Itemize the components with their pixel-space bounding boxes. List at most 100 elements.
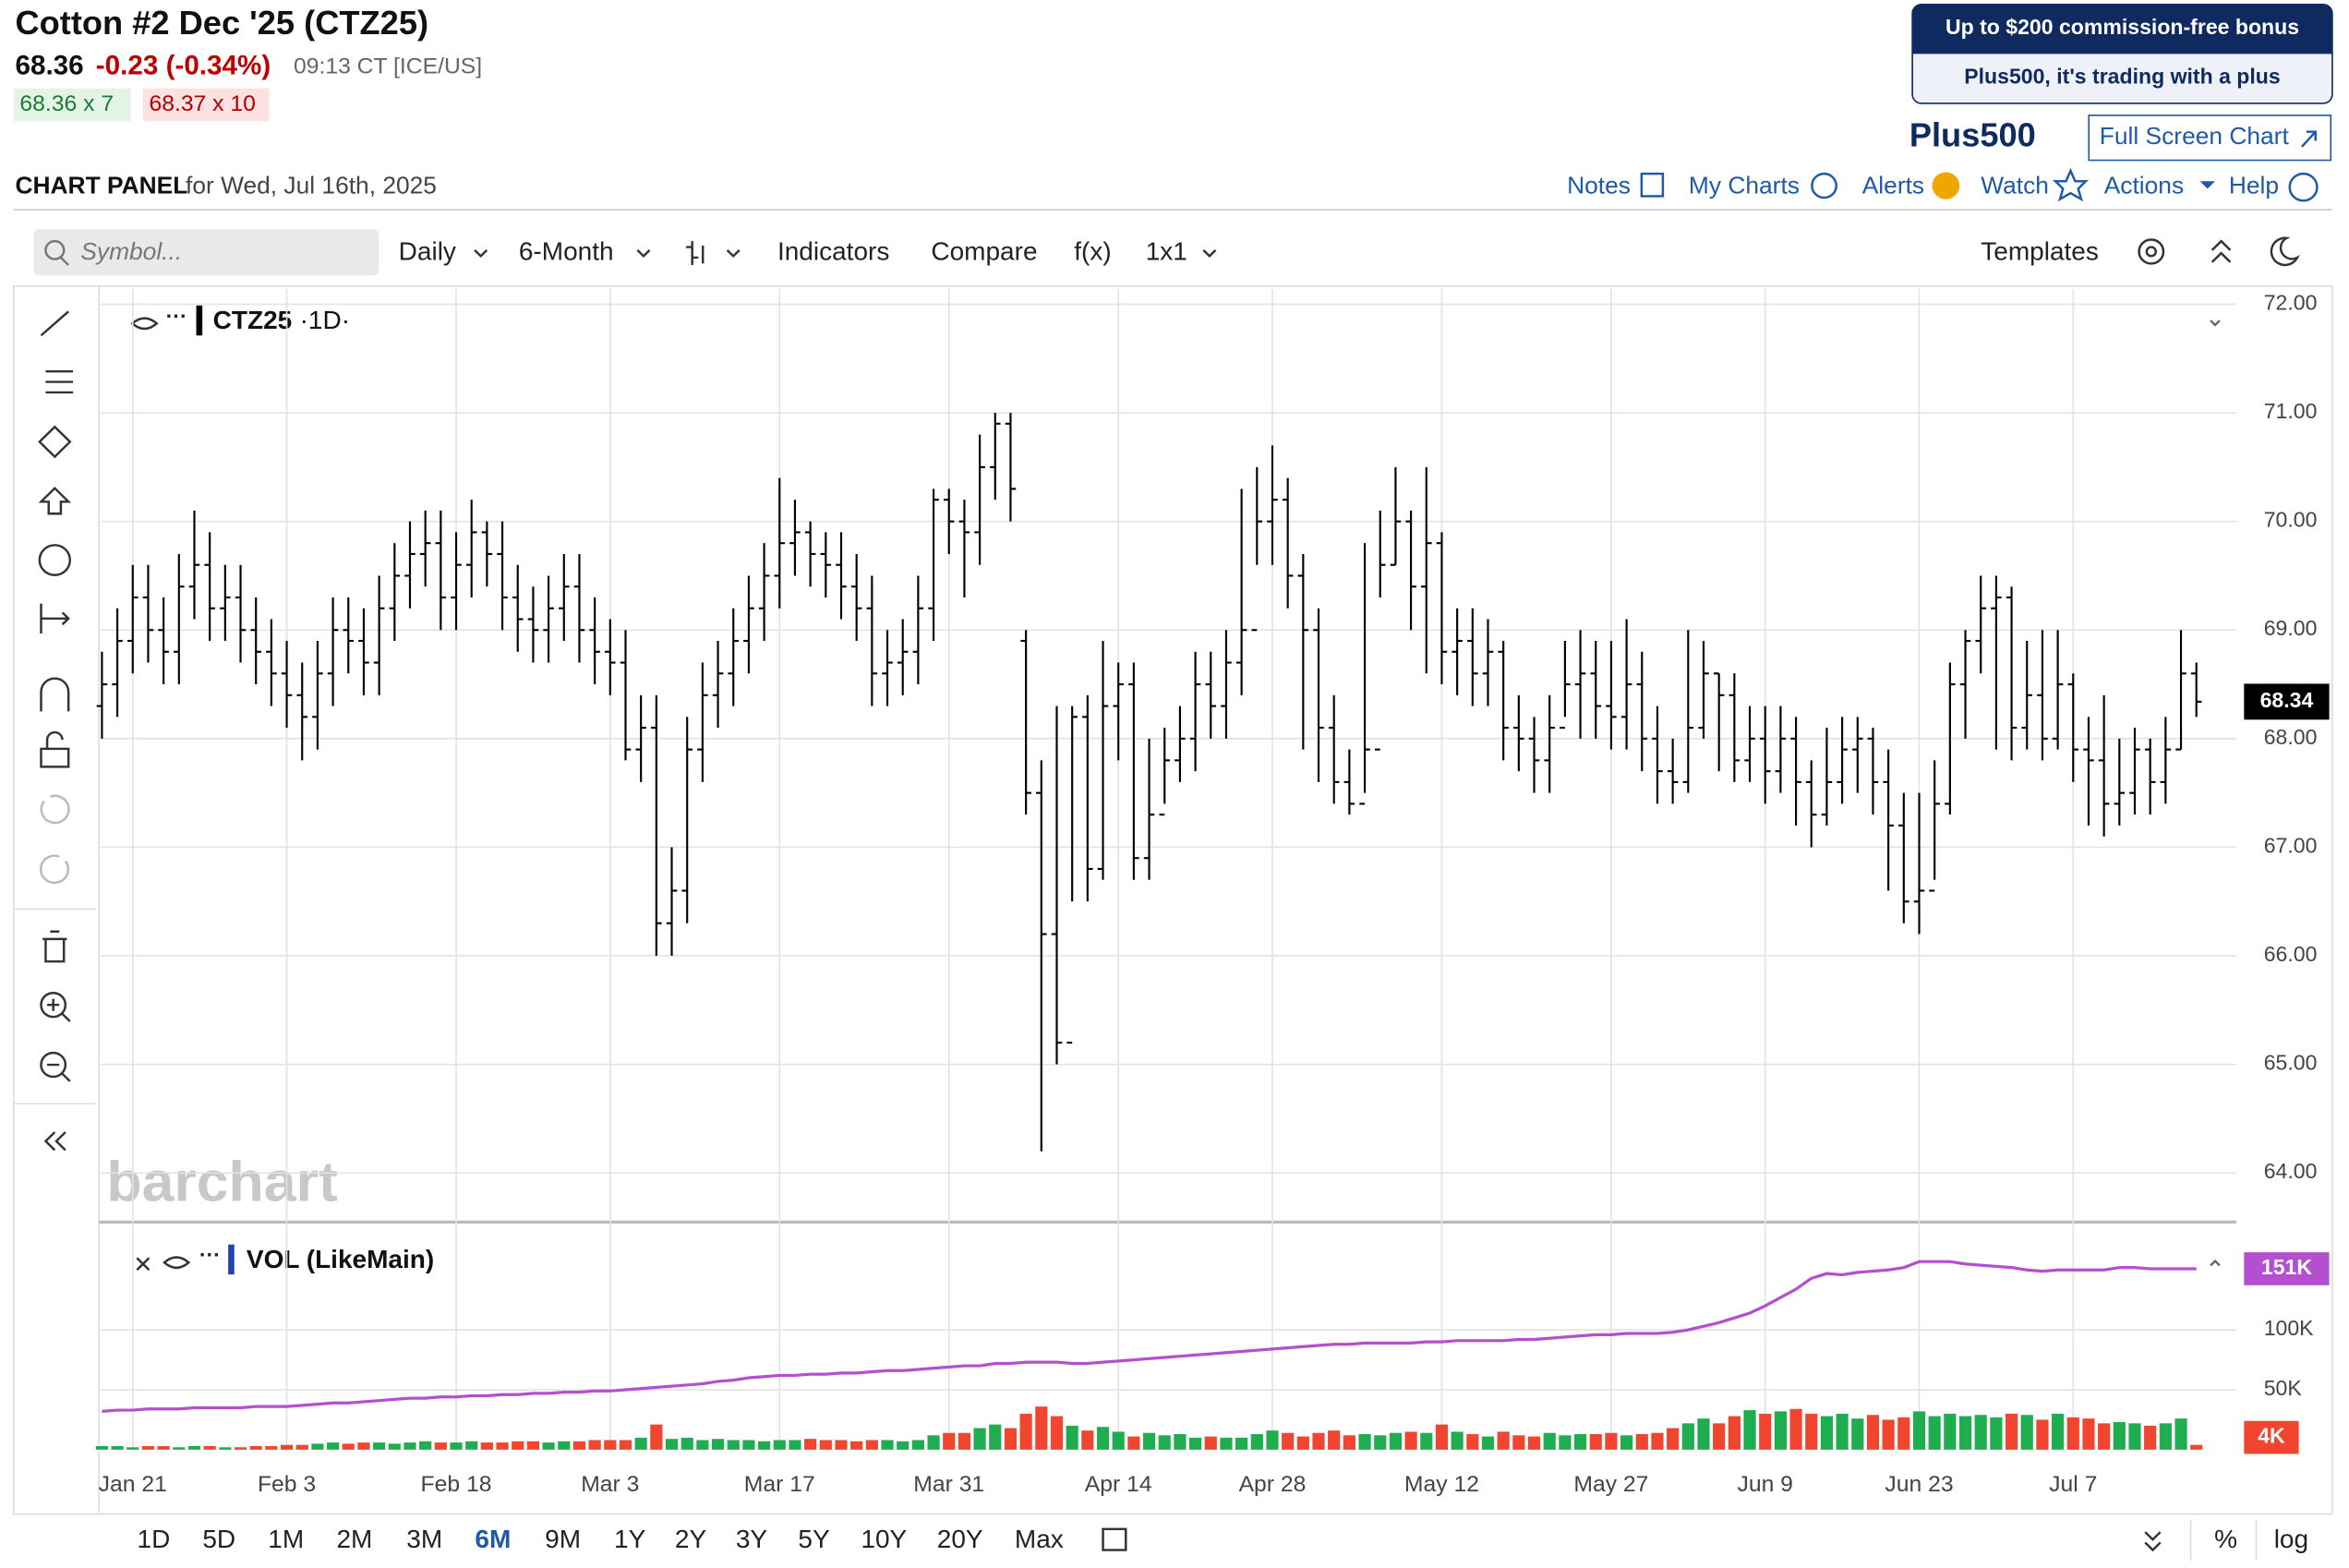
ad-logo: Plus500 <box>1909 116 2036 154</box>
volume-bar <box>2066 1417 2079 1450</box>
period-button[interactable]: 5Y <box>798 1525 829 1553</box>
templates[interactable]: Templates <box>1981 237 2099 266</box>
tool-measure[interactable] <box>40 603 70 634</box>
tool-shape[interactable] <box>38 425 72 459</box>
tool-lock[interactable] <box>40 747 70 768</box>
y-tick-label: 69.00 <box>2264 616 2318 640</box>
volume-bar <box>1882 1419 1895 1450</box>
volume-bar <box>572 1441 586 1450</box>
settings-icon[interactable] <box>2138 238 2165 265</box>
tool-line[interactable] <box>40 310 69 337</box>
y-tick-label: 100K <box>2264 1316 2314 1340</box>
period-button[interactable]: 1Y <box>614 1525 645 1553</box>
tool-collapse[interactable] <box>43 1131 66 1152</box>
tool-arrow[interactable] <box>38 486 72 515</box>
close-icon[interactable] <box>136 1257 151 1272</box>
volume-bar <box>388 1443 401 1450</box>
percent-scale[interactable]: % <box>2214 1525 2237 1553</box>
volume-bar <box>1420 1432 1433 1450</box>
volume-bar <box>1559 1435 1572 1450</box>
pane-caret[interactable] <box>2210 320 2221 327</box>
tool-undo[interactable] <box>40 794 70 825</box>
period-button[interactable]: 1D <box>138 1525 171 1553</box>
pane-caret[interactable] <box>2210 1259 2221 1267</box>
nav-link[interactable]: My Charts <box>1689 172 1800 199</box>
period-button[interactable]: 3Y <box>736 1525 767 1553</box>
period-button[interactable]: 10Y <box>861 1525 907 1553</box>
volume-bar <box>665 1439 679 1450</box>
volume-bar <box>1389 1432 1403 1450</box>
period-button[interactable]: 1M <box>268 1525 304 1553</box>
y-tick-label: 65.00 <box>2264 1051 2318 1075</box>
more-icon: ··· <box>199 1243 221 1267</box>
volume-bar <box>295 1444 308 1450</box>
collapse-icon[interactable] <box>2210 239 2232 263</box>
period-button[interactable]: 6M <box>475 1525 511 1553</box>
nav-link[interactable]: Watch <box>1981 172 2049 199</box>
volume-bar <box>681 1437 693 1450</box>
volume-bar <box>1096 1427 1110 1450</box>
volume-bar <box>265 1445 278 1450</box>
period-button[interactable]: 3M <box>406 1525 442 1553</box>
expand-icon[interactable] <box>2144 1531 2162 1552</box>
dark-mode-icon[interactable] <box>2270 236 2300 267</box>
indicators[interactable]: Indicators <box>777 237 889 266</box>
period-button[interactable]: 2Y <box>675 1525 706 1553</box>
period-button[interactable]: 2M <box>336 1525 372 1553</box>
tool-delete[interactable] <box>42 930 67 963</box>
compare[interactable]: Compare <box>931 237 1037 266</box>
volume-bar <box>173 1447 186 1450</box>
period-button[interactable]: 20Y <box>937 1525 983 1553</box>
range[interactable]: 6-Month <box>519 237 614 266</box>
nav-link[interactable]: Notes <box>1567 172 1631 199</box>
volume-bar <box>558 1441 571 1450</box>
tool-magnet[interactable] <box>40 677 70 712</box>
nav-link[interactable]: Alerts <box>1862 172 1924 199</box>
volume-bar <box>1990 1417 2003 1450</box>
bar-type-icon[interactable] <box>686 241 705 266</box>
tool-counter[interactable] <box>38 544 72 576</box>
tool-zoom-in[interactable] <box>40 992 67 1019</box>
eye-icon[interactable] <box>163 1256 191 1270</box>
legend-swatch <box>228 1244 235 1275</box>
period-button[interactable]: 9M <box>545 1525 581 1553</box>
tool-fib[interactable] <box>45 369 74 394</box>
search-icon <box>44 239 66 260</box>
star-icon <box>2053 167 2089 202</box>
tool-redo[interactable] <box>39 854 70 885</box>
full-screen-label: Full Screen Chart <box>2100 122 2290 150</box>
x-tick-label: Jun 23 <box>1885 1472 1953 1497</box>
y-tick-label: 72.00 <box>2264 291 2318 315</box>
full-screen-button[interactable] <box>2088 115 2332 162</box>
eye-icon[interactable] <box>130 317 159 331</box>
volume-bar <box>773 1440 786 1450</box>
search-box[interactable] <box>33 229 379 276</box>
period-button[interactable]: 5D <box>202 1525 235 1553</box>
volume-bar <box>865 1440 878 1450</box>
period-button[interactable]: Max <box>1015 1525 1064 1553</box>
nav-link[interactable]: Actions <box>2104 172 2184 199</box>
volume-bar <box>2128 1423 2141 1450</box>
log-scale[interactable]: log <box>2274 1525 2308 1553</box>
volume-bar <box>1635 1434 1648 1450</box>
tool-zoom-out[interactable] <box>40 1051 67 1079</box>
interval[interactable]: Daily <box>399 237 456 266</box>
volume-bar <box>1774 1411 1787 1450</box>
volume-bar <box>1512 1435 1525 1450</box>
calendar-icon[interactable] <box>1102 1527 1127 1551</box>
volume-bar <box>542 1442 555 1450</box>
help-icon <box>2288 172 2319 202</box>
layout[interactable]: 1x1 <box>1146 237 1187 266</box>
volume-bar <box>1820 1416 1834 1450</box>
volume-line <box>102 1260 2197 1413</box>
fx[interactable]: f(x) <box>1074 237 1111 266</box>
volume-bar <box>850 1441 863 1450</box>
volume-bar <box>1435 1424 1449 1450</box>
y-tick-label: 68.00 <box>2264 725 2318 749</box>
volume-bar <box>897 1441 909 1450</box>
volume-bar <box>187 1445 201 1450</box>
volume-bar <box>711 1439 725 1450</box>
volume-bar <box>2098 1423 2111 1450</box>
nav-link[interactable]: Help <box>2229 172 2279 199</box>
